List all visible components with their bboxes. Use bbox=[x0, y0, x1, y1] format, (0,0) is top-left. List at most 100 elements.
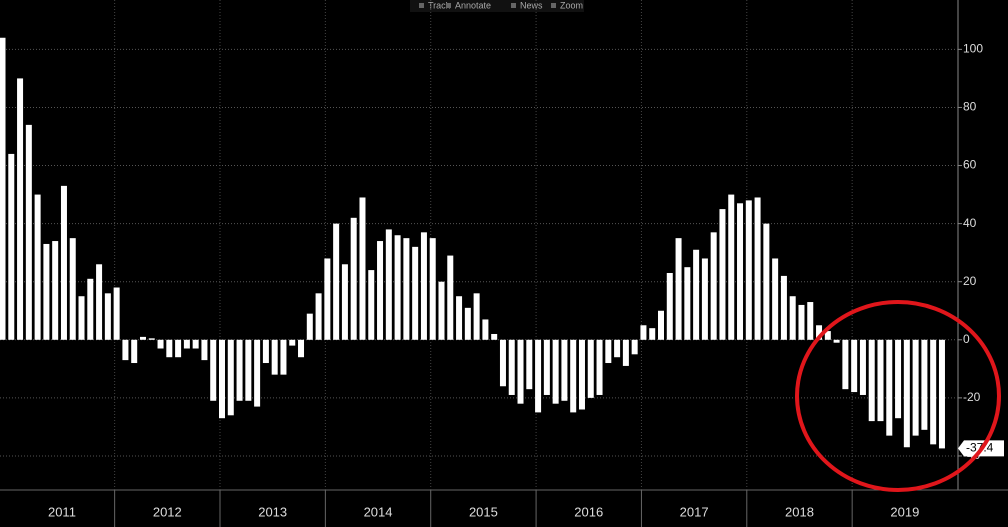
bar bbox=[631, 339, 638, 355]
bar bbox=[561, 339, 568, 401]
toolbar-icon bbox=[511, 3, 516, 8]
bar bbox=[131, 339, 138, 364]
bar bbox=[201, 339, 208, 361]
bar bbox=[543, 339, 550, 395]
bar bbox=[166, 339, 173, 358]
bar bbox=[8, 153, 15, 340]
bar bbox=[693, 249, 700, 340]
bar bbox=[833, 339, 840, 343]
bar bbox=[596, 339, 603, 395]
bar bbox=[69, 238, 76, 340]
x-tick-label: 2013 bbox=[258, 504, 287, 519]
bar bbox=[385, 229, 392, 340]
bar bbox=[921, 339, 928, 430]
bar bbox=[157, 339, 164, 349]
toolbar-icon bbox=[419, 3, 424, 8]
bar bbox=[868, 339, 875, 422]
toolbar-button[interactable]: News bbox=[520, 0, 543, 10]
bar bbox=[280, 339, 287, 375]
bar bbox=[763, 223, 770, 340]
x-tick-label: 2014 bbox=[364, 504, 393, 519]
bar bbox=[456, 296, 463, 340]
bar bbox=[60, 185, 67, 340]
bar bbox=[324, 258, 331, 340]
x-tick-label: 2016 bbox=[574, 504, 603, 519]
y-tick-label: 40 bbox=[963, 216, 977, 230]
bar bbox=[728, 194, 735, 340]
bar bbox=[605, 339, 612, 364]
bar bbox=[701, 258, 708, 340]
bar bbox=[377, 241, 384, 340]
bar bbox=[824, 331, 831, 340]
bar bbox=[570, 339, 577, 413]
bar bbox=[789, 296, 796, 340]
bar bbox=[772, 258, 779, 340]
toolbar-button[interactable]: Annotate bbox=[455, 0, 491, 10]
y-tick-label: 60 bbox=[963, 158, 977, 172]
bar bbox=[614, 339, 621, 358]
bar bbox=[658, 310, 664, 340]
bar bbox=[491, 333, 498, 340]
bar bbox=[227, 339, 234, 416]
bar bbox=[245, 339, 252, 401]
toolbar-icon bbox=[551, 3, 556, 8]
bar bbox=[113, 287, 120, 340]
bar bbox=[17, 78, 24, 340]
bar bbox=[236, 339, 243, 401]
bar bbox=[912, 339, 919, 436]
bar bbox=[78, 296, 85, 340]
y-tick-label: 100 bbox=[963, 42, 983, 56]
bar bbox=[0, 37, 6, 340]
bar bbox=[886, 339, 893, 436]
bar bbox=[34, 194, 41, 340]
bar bbox=[183, 339, 190, 349]
bar bbox=[262, 339, 269, 364]
bar bbox=[464, 307, 471, 340]
bar bbox=[192, 339, 199, 349]
bar bbox=[394, 235, 401, 340]
bar bbox=[649, 328, 656, 340]
bar bbox=[552, 339, 559, 404]
bar bbox=[710, 232, 717, 340]
bar bbox=[412, 246, 419, 340]
bar bbox=[289, 339, 296, 346]
bar bbox=[298, 339, 305, 358]
bar bbox=[315, 293, 322, 340]
toolbar-button[interactable]: Track bbox=[428, 0, 451, 10]
bar bbox=[877, 339, 884, 422]
bar bbox=[43, 243, 50, 340]
bar bbox=[737, 203, 744, 340]
bar bbox=[219, 339, 225, 419]
bar bbox=[517, 339, 524, 404]
bar bbox=[640, 325, 647, 340]
bar bbox=[807, 302, 814, 340]
bar bbox=[333, 223, 340, 340]
y-tick-label: 80 bbox=[963, 100, 977, 114]
bar bbox=[754, 197, 761, 340]
bar bbox=[96, 264, 103, 340]
bar bbox=[52, 241, 59, 340]
bar bbox=[666, 272, 673, 340]
bar bbox=[139, 336, 146, 340]
bar bbox=[587, 339, 594, 398]
toolbar-bg bbox=[410, 0, 584, 12]
bar bbox=[341, 264, 348, 340]
bar bbox=[25, 124, 32, 340]
bar bbox=[842, 339, 849, 390]
toolbar-icon bbox=[446, 3, 451, 8]
bar bbox=[798, 304, 805, 340]
bar bbox=[122, 339, 129, 361]
y-tick-label: 20 bbox=[963, 274, 977, 288]
toolbar-button[interactable]: Zoom bbox=[560, 0, 583, 10]
bar bbox=[578, 339, 585, 410]
y-tick-label: 0 bbox=[963, 332, 970, 346]
bar bbox=[271, 339, 278, 375]
bar bbox=[210, 339, 217, 401]
bar bbox=[148, 338, 155, 340]
bar bbox=[350, 217, 357, 340]
bar bbox=[938, 339, 945, 449]
